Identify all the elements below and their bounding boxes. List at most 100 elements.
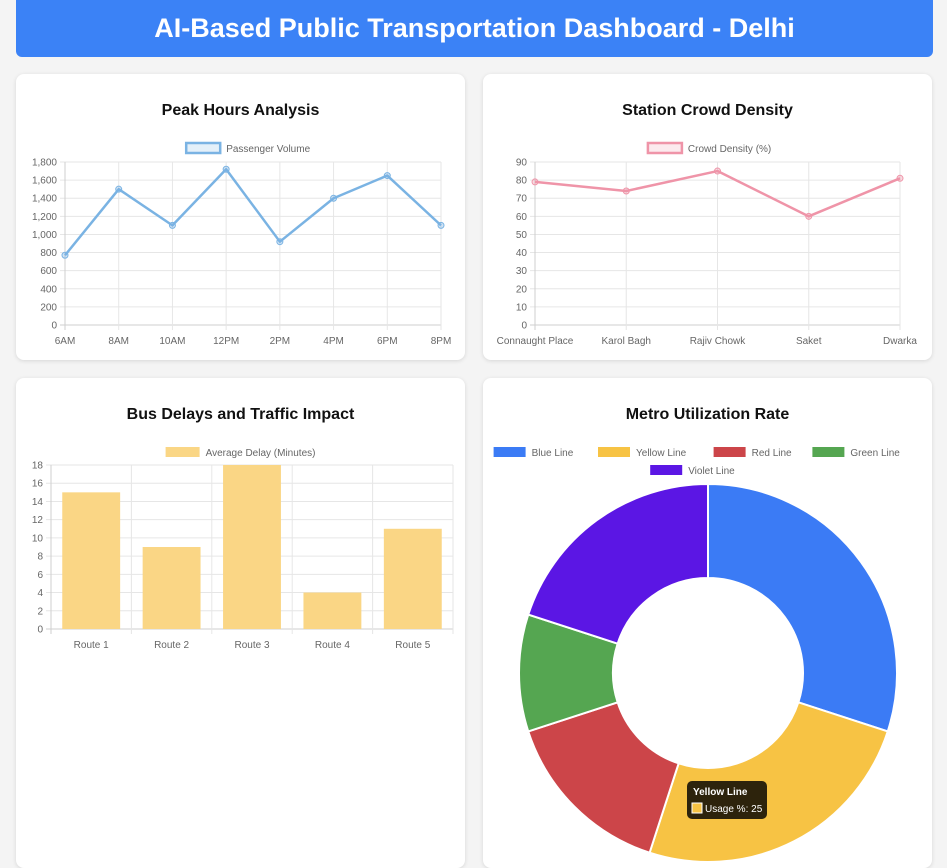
- y-tick-label: 8: [37, 552, 43, 563]
- data-point: [383, 172, 391, 180]
- x-tick-label: Connaught Place: [497, 336, 574, 347]
- y-tick-label: 1,600: [32, 176, 57, 187]
- x-tick-label: 6AM: [55, 336, 76, 347]
- y-tick-label: 10: [32, 533, 44, 544]
- tooltip-swatch: [691, 802, 703, 814]
- page-title: AI-Based Public Transportation Dashboard…: [154, 13, 795, 43]
- data-point: [622, 187, 630, 195]
- y-tick-label: 1,400: [32, 194, 57, 205]
- y-tick-label: 4: [37, 588, 43, 599]
- legend-label: Blue Line: [532, 448, 574, 459]
- data-point: [115, 185, 123, 193]
- x-tick-label: Route 5: [395, 640, 430, 651]
- y-tick-label: 12: [32, 515, 44, 526]
- y-tick-label: 0: [37, 625, 43, 636]
- bus-delays-chart: Average Delay (Minutes) 0 2 4 6 8 10 12 14 16 18 Ro…: [32, 447, 454, 651]
- y-tick-label: 16: [32, 479, 44, 490]
- data-point: [805, 212, 813, 220]
- legend-swatch: [184, 141, 222, 155]
- metro-utilization-card: Metro Utilization Rate Blue Line Yellow L…: [483, 378, 932, 868]
- y-tick-label: 10: [516, 302, 528, 313]
- x-tick-label: 12PM: [213, 336, 239, 347]
- bus-delays-title: Bus Delays and Traffic Impact: [126, 406, 355, 423]
- x-tick-label: 8AM: [108, 336, 129, 347]
- legend-swatch: [812, 447, 845, 457]
- bar: [62, 492, 121, 629]
- legend-swatch: [165, 447, 200, 457]
- data-point: [330, 194, 338, 202]
- bus-delays-card: Bus Delays and Traffic Impact Average De…: [16, 378, 465, 868]
- y-tick-label: 60: [516, 212, 528, 223]
- tooltip-label: Usage %: 25: [705, 804, 763, 815]
- peak-hours-chart: Passenger Volume 0 200 400 600 800 1,000 1,200 1…: [32, 141, 452, 347]
- tooltip: Yellow Line Usage %: 25: [687, 781, 767, 819]
- y-tick-label: 70: [516, 194, 528, 205]
- y-tick-label: 14: [32, 497, 44, 508]
- crowd-density-chart: Crowd Density (%) 0 10 20 30 40 50 60 70 80 90 Conn…: [497, 141, 917, 347]
- data-point: [276, 238, 284, 246]
- peak-hours-title: Peak Hours Analysis: [161, 102, 320, 119]
- y-tick-label: 600: [40, 266, 57, 277]
- y-tick-label: 90: [516, 158, 528, 169]
- x-tick-label: 2PM: [270, 336, 291, 347]
- x-tick-label: Rajiv Chowk: [690, 336, 747, 347]
- y-tick-label: 0: [521, 321, 527, 332]
- metro-utilization-chart: Blue Line Yellow Line Red Line Green Line Vi…: [493, 447, 900, 863]
- legend-label: Red Line: [752, 448, 792, 459]
- x-tick-label: 8PM: [431, 336, 452, 347]
- data-point: [437, 221, 445, 229]
- y-tick-label: 200: [40, 302, 57, 313]
- legend-label: Crowd Density (%): [688, 144, 771, 155]
- series-line: [534, 169, 901, 218]
- data-point: [61, 251, 69, 259]
- x-tick-label: Dwarka: [883, 336, 917, 347]
- bar: [223, 465, 281, 629]
- y-tick-label: 30: [516, 266, 528, 277]
- x-tick-label: Route 3: [234, 640, 269, 651]
- y-tick-label: 1,000: [32, 230, 57, 241]
- y-tick-label: 2: [37, 606, 43, 617]
- x-tick-label: Saket: [796, 336, 822, 347]
- doughnut-slice: [526, 482, 709, 645]
- data-point: [714, 167, 721, 175]
- tooltip-box: [687, 781, 767, 819]
- legend-swatch: [598, 447, 630, 457]
- legend-label: Passenger Volume: [226, 144, 310, 155]
- tooltip-title: Yellow Line: [693, 787, 748, 798]
- doughnut-slice: [648, 701, 890, 863]
- x-tick-label: 6PM: [377, 336, 398, 347]
- data-point: [531, 178, 539, 186]
- x-tick-label: Route 4: [315, 640, 350, 651]
- series-line: [64, 167, 442, 257]
- bar: [142, 547, 201, 629]
- data-point: [896, 174, 904, 182]
- legend-swatch: [650, 465, 683, 475]
- legend-label: Green Line: [850, 448, 900, 459]
- crowd-density-title: Station Crowd Density: [622, 102, 793, 119]
- legend-label: Average Delay (Minutes): [206, 448, 316, 459]
- y-tick-label: 6: [37, 570, 43, 581]
- y-tick-label: 400: [40, 284, 57, 295]
- metro-utilization-title: Metro Utilization Rate: [625, 406, 790, 423]
- x-tick-label: Karol Bagh: [602, 336, 651, 347]
- legend-label: Violet Line: [688, 466, 735, 477]
- y-tick-label: 1,200: [32, 212, 57, 223]
- y-tick-label: 0: [51, 321, 57, 332]
- legend-swatch: [493, 447, 526, 457]
- doughnut-slice: [707, 482, 898, 733]
- crowd-density-card: Station Crowd Density Crowd Density (%) 0…: [483, 74, 932, 360]
- data-point: [222, 165, 230, 173]
- legend-swatch: [646, 141, 684, 155]
- y-tick-label: 1,800: [32, 158, 57, 169]
- x-tick-label: 4PM: [323, 336, 344, 347]
- y-tick-label: 80: [516, 176, 528, 187]
- x-tick-label: 10AM: [159, 336, 185, 347]
- bar: [383, 528, 442, 629]
- y-tick-label: 40: [516, 248, 528, 259]
- y-tick-label: 18: [32, 461, 44, 472]
- legend-label: Yellow Line: [636, 448, 687, 459]
- peak-hours-card: Peak Hours Analysis Passenger Volume 0 200…: [16, 74, 465, 360]
- bar: [303, 592, 362, 629]
- data-point: [168, 221, 176, 229]
- y-tick-label: 800: [40, 248, 57, 259]
